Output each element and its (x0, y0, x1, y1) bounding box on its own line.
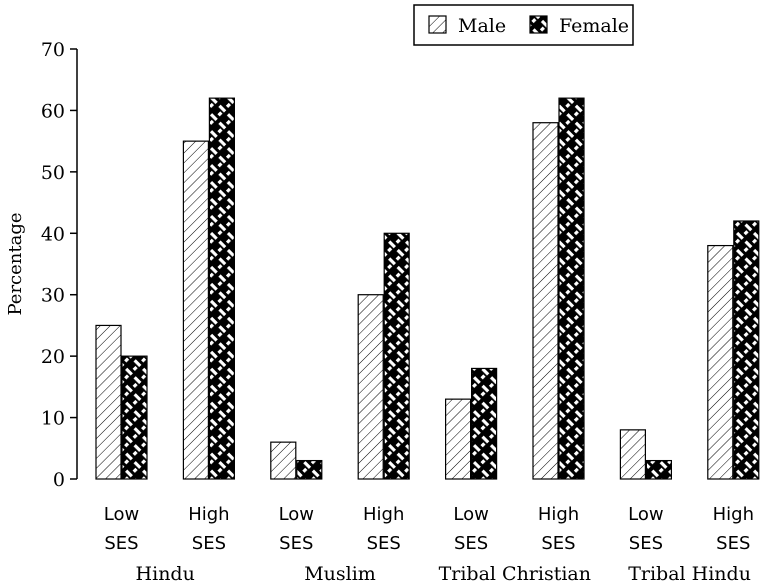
bar-male (270, 441, 297, 480)
legend: Male Female (413, 4, 634, 46)
x-category-label: High (188, 504, 229, 525)
legend-label-female: Female (559, 15, 629, 37)
x-category-label: SES (629, 533, 663, 554)
x-category-label: High (538, 504, 579, 525)
legend-swatch-male (428, 15, 447, 34)
x-category-label: SES (716, 533, 750, 554)
bar-female (645, 459, 673, 480)
x-category-label: High (713, 504, 754, 525)
x-category-label: SES (454, 533, 488, 554)
x-category-label: Low (104, 504, 139, 525)
bar-female (733, 220, 760, 480)
x-group-label: Tribal Christian (439, 563, 591, 585)
x-category-label: SES (279, 533, 313, 554)
bar-female (558, 97, 585, 480)
y-axis: 0 10 20 30 40 50 60 70 (41, 39, 78, 491)
bar-male (95, 324, 122, 480)
x-category-label: Low (628, 504, 663, 525)
y-tick-label: 10 (41, 408, 65, 430)
y-tick-label: 20 (41, 346, 65, 368)
bars (95, 97, 760, 480)
y-axis-title: Percentage (5, 212, 26, 315)
bar-male (707, 244, 734, 480)
x-category-label: Low (279, 504, 314, 525)
bar-female (121, 355, 148, 480)
x-category-label: Low (453, 504, 488, 525)
x-category-label: SES (104, 533, 138, 554)
bar-male (357, 294, 384, 480)
x-category-label: SES (541, 533, 575, 554)
y-tick-label: 60 (41, 100, 65, 122)
bar-male (532, 122, 559, 480)
legend-box (413, 4, 634, 46)
bar-male (182, 140, 209, 480)
bar-female (471, 367, 498, 480)
x-axis-labels: Low SES High SES Low SES High SES Low SES High SES L… (104, 504, 754, 585)
y-tick-label: 40 (41, 223, 65, 245)
y-tick-label: 0 (53, 469, 65, 491)
bar-female (383, 232, 410, 480)
x-category-label: High (363, 504, 404, 525)
bar-female (208, 97, 235, 480)
y-tick-label: 50 (41, 162, 65, 184)
legend-swatch-female (529, 15, 548, 34)
y-tick-label: 30 (41, 285, 65, 307)
bar-male (445, 398, 472, 480)
x-group-label: Muslim (304, 563, 376, 585)
legend-label-male: Male (458, 15, 506, 37)
x-category-label: SES (192, 533, 226, 554)
y-tick-label: 70 (41, 39, 65, 61)
bar-female (296, 459, 323, 480)
bar-male (619, 429, 647, 480)
x-group-label: Tribal Hindu (628, 563, 751, 585)
x-category-label: SES (367, 533, 401, 554)
x-group-label: Hindu (136, 563, 195, 585)
